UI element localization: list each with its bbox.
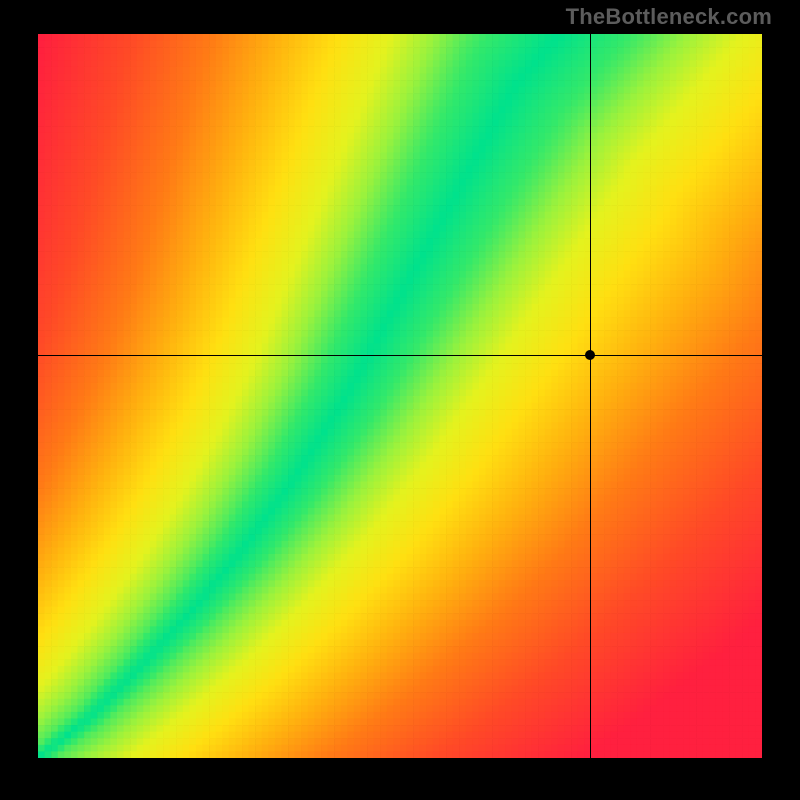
crosshair-horizontal	[38, 355, 762, 356]
attribution-text: TheBottleneck.com	[566, 4, 772, 30]
marker-dot	[585, 350, 595, 360]
crosshair-vertical	[590, 34, 591, 758]
bottleneck-heatmap	[38, 34, 762, 758]
